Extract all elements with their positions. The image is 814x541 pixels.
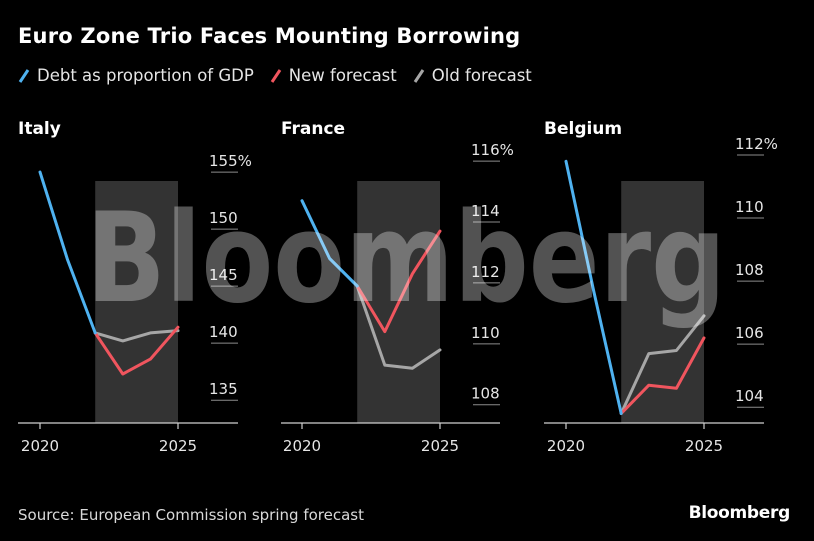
italy-y-tick-label: 135	[209, 380, 238, 398]
france-x-tick-label: 2025	[421, 437, 459, 455]
italy-x-tick-label: 2020	[21, 437, 59, 455]
italy-y-tick-label: 155%	[209, 152, 252, 170]
italy-series-debt	[38, 170, 97, 335]
italy-series-new	[93, 325, 180, 376]
watermark: Bloomberg	[86, 187, 726, 331]
legend-swatch-debt	[18, 68, 30, 83]
france-series-debt	[300, 199, 359, 288]
legend-swatch-new	[270, 68, 282, 83]
france-y-tick-label: 116%	[471, 141, 514, 159]
france-y-tick-label: 110	[471, 324, 500, 342]
source-note: Source: European Commission spring forec…	[18, 506, 364, 524]
belgium-series-new	[619, 336, 706, 415]
france-y-tick-label: 112	[471, 263, 500, 281]
belgium-x-tick-label: 2025	[685, 437, 723, 455]
italy-y-tick-label: 140	[209, 323, 238, 341]
france-x-tick-label: 2020	[283, 437, 321, 455]
legend-label-new: New forecast	[288, 66, 397, 85]
france-y-tick-label: 114	[471, 202, 500, 220]
legend-item-debt: Debt as proportion of GDP	[18, 66, 254, 85]
france-series-old	[355, 284, 442, 370]
belgium-y-tick-label: 106	[735, 324, 764, 342]
legend-label-old: Old forecast	[431, 66, 532, 85]
chart-title: Euro Zone Trio Faces Mounting Borrowing	[18, 24, 521, 48]
italy-y-tick-label: 145	[209, 266, 238, 284]
legend-item-old: Old forecast	[413, 66, 532, 85]
belgium-series-debt	[564, 159, 623, 415]
italy-forecast-shade	[95, 181, 178, 423]
france-series-new	[355, 229, 442, 334]
legend-swatch-debt-line	[18, 68, 30, 83]
belgium-panel-title: Belgium	[544, 119, 622, 139]
belgium-y-tick-label: 104	[735, 387, 764, 405]
italy-series-old	[93, 329, 180, 343]
legend-swatch-old	[413, 68, 424, 83]
legend-item-new: New forecast	[270, 66, 397, 85]
italy-y-tick-label: 150	[209, 209, 238, 227]
france-panel-title: France	[281, 119, 345, 139]
belgium-y-tick-label: 108	[735, 261, 764, 279]
france-y-tick-label: 108	[471, 385, 500, 403]
legend-label-debt: Debt as proportion of GDP	[37, 66, 254, 85]
legend-swatch-new-line	[270, 68, 282, 83]
italy-x-tick-label: 2025	[159, 437, 197, 455]
belgium-y-tick-label: 110	[735, 198, 764, 216]
legend: Debt as proportion of GDP New forecast O…	[18, 66, 548, 85]
italy-panel-title: Italy	[18, 119, 61, 139]
belgium-x-tick-label: 2020	[547, 437, 585, 455]
belgium-series-old	[619, 314, 706, 415]
belgium-y-tick-label: 112%	[735, 135, 778, 153]
legend-swatch-old-line	[413, 68, 424, 83]
bloomberg-logo: Bloomberg	[688, 503, 791, 523]
